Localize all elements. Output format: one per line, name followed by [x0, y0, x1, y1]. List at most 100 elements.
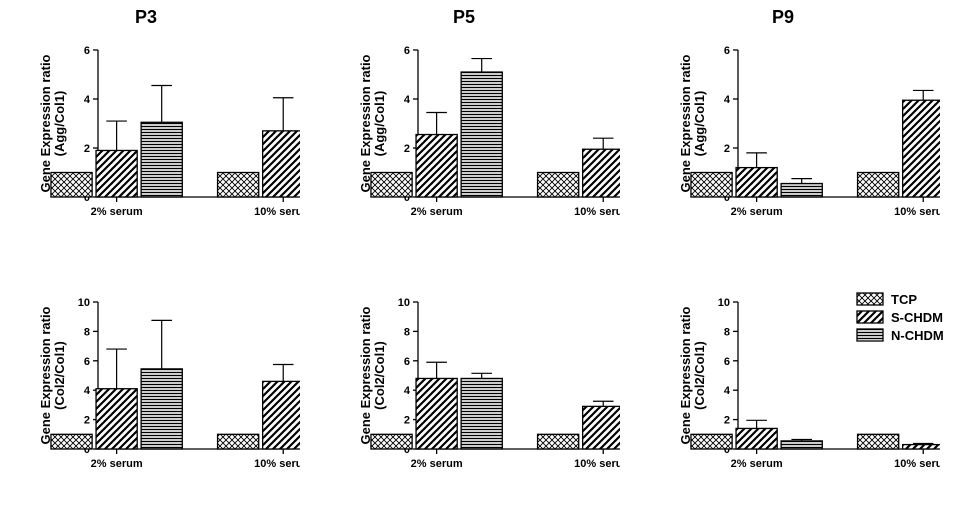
ytick-label: 2: [84, 143, 90, 155]
ytick-label: 4: [404, 94, 411, 106]
legend-swatch-icon: [856, 292, 885, 307]
error-bar: [913, 90, 934, 100]
ytick-label: 6: [724, 356, 730, 368]
bar: [538, 173, 579, 198]
legend-swatch-icon: [856, 310, 885, 325]
ytick-label: 6: [724, 45, 730, 57]
bar: [691, 173, 732, 198]
bar: [416, 378, 457, 449]
ytick-label: 6: [84, 356, 90, 368]
bar: [371, 434, 412, 449]
error-bar: [151, 86, 172, 123]
bar: [781, 184, 822, 197]
bar: [263, 381, 300, 449]
bar: [583, 406, 620, 449]
bar: [96, 150, 137, 197]
col-title-p3: P3: [135, 7, 157, 28]
error-bar: [471, 373, 492, 378]
error-bar: [746, 420, 767, 428]
y-axis-label: Gene Expression ratio(Agg/Col1): [40, 54, 67, 192]
ytick-label: 10: [398, 297, 410, 309]
xtick-label: 2% serum: [731, 206, 783, 218]
ytick-label: 4: [404, 385, 411, 397]
error-bar: [151, 320, 172, 369]
bar: [416, 135, 457, 197]
ytick-label: 4: [84, 94, 91, 106]
xtick-label: 10% serum: [254, 458, 300, 470]
bar: [858, 434, 899, 449]
bar: [51, 434, 92, 449]
bar: [903, 100, 940, 197]
bar: [218, 173, 259, 198]
error-bar: [106, 121, 127, 150]
ytick-label: 8: [84, 326, 90, 338]
ytick-label: 2: [724, 415, 730, 427]
ytick-label: 2: [404, 143, 410, 155]
ytick-label: 10: [718, 297, 730, 309]
bar: [461, 378, 502, 449]
y-axis-label: Gene Expression ratio(Agg/Col1): [360, 54, 387, 192]
panel-chart: 0246Gene Expression ratio(Agg/Col1)2% se…: [40, 38, 300, 233]
error-bar: [273, 364, 294, 381]
ytick-label: 2: [84, 415, 90, 427]
legend-label: N-CHDM: [891, 328, 944, 343]
bar: [371, 173, 412, 198]
xtick-label: 10% serum: [574, 458, 620, 470]
ytick-label: 10: [78, 297, 90, 309]
legend-item: TCP: [856, 290, 944, 308]
error-bar: [426, 362, 447, 378]
panel-chart: 0246810Gene Expression ratio(Col2/Col1)2…: [360, 290, 620, 485]
bar: [141, 369, 182, 449]
bar: [96, 389, 137, 449]
col-title-p9: P9: [772, 7, 794, 28]
ytick-label: 2: [404, 415, 410, 427]
xtick-label: 2% serum: [411, 206, 463, 218]
xtick-label: 2% serum: [91, 458, 143, 470]
bar: [538, 434, 579, 449]
bar: [461, 72, 502, 197]
bar: [218, 434, 259, 449]
ytick-label: 4: [84, 385, 91, 397]
error-bar: [426, 112, 447, 134]
error-bar: [106, 349, 127, 389]
ytick-label: 6: [404, 45, 410, 57]
ytick-label: 8: [404, 326, 410, 338]
y-axis-label: Gene Expression ratio(Col2/Col1): [40, 306, 67, 444]
ytick-label: 4: [724, 94, 731, 106]
error-bar: [273, 98, 294, 131]
error-bar: [593, 138, 614, 149]
ytick-label: 8: [724, 326, 730, 338]
xtick-label: 10% serum: [574, 206, 620, 218]
bar: [736, 428, 777, 449]
bar: [51, 173, 92, 198]
bar: [263, 131, 300, 197]
y-axis-label: Gene Expression ratio(Agg/Col1): [680, 54, 707, 192]
legend: TCP S-CHDM N-CHDM: [856, 290, 944, 344]
ytick-label: 4: [724, 385, 731, 397]
bar: [141, 122, 182, 197]
bar: [903, 445, 940, 449]
xtick-label: 2% serum: [731, 458, 783, 470]
bar: [781, 441, 822, 449]
xtick-label: 10% serum: [254, 206, 300, 218]
y-axis-label: Gene Expression ratio(Col2/Col1): [360, 306, 387, 444]
xtick-label: 10% serum: [894, 458, 940, 470]
col-title-p5: P5: [453, 7, 475, 28]
ytick-label: 6: [404, 356, 410, 368]
xtick-label: 2% serum: [411, 458, 463, 470]
legend-label: S-CHDM: [891, 310, 943, 325]
error-bar: [746, 153, 767, 168]
ytick-label: 6: [84, 45, 90, 57]
panel-chart: 0246Gene Expression ratio(Agg/Col1)2% se…: [360, 38, 620, 233]
error-bar: [593, 401, 614, 406]
legend-item: S-CHDM: [856, 308, 944, 326]
y-axis-label: Gene Expression ratio(Col2/Col1): [680, 306, 707, 444]
figure-stage: { "figure": { "width": 957, "height": 50…: [0, 0, 957, 505]
error-bar: [471, 59, 492, 72]
bar: [736, 168, 777, 197]
ytick-label: 2: [724, 143, 730, 155]
legend-item: N-CHDM: [856, 326, 944, 344]
error-bar: [791, 179, 812, 184]
panel-chart: 0246Gene Expression ratio(Agg/Col1)2% se…: [680, 38, 940, 233]
xtick-label: 10% serum: [894, 206, 940, 218]
